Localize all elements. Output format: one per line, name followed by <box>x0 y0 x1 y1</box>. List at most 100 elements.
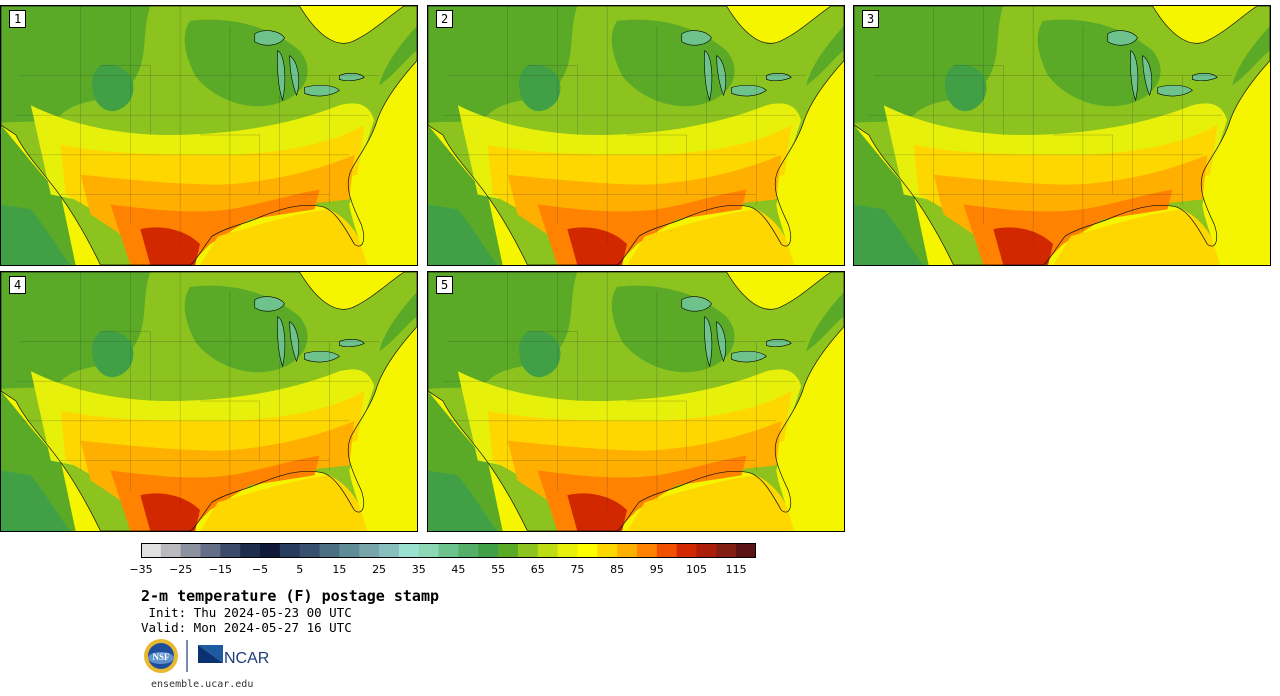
colorbar-swatch <box>736 543 756 558</box>
colorbar-tick-label: 85 <box>610 563 625 576</box>
colorbar-swatch <box>478 543 499 558</box>
state-border <box>527 65 578 136</box>
lake <box>339 339 365 348</box>
temperature-region <box>627 209 797 265</box>
lake <box>304 350 340 363</box>
colorbar-swatch <box>636 543 658 558</box>
state-border <box>1053 134 1113 195</box>
colorbar-swatch <box>517 543 539 558</box>
lake <box>731 350 767 363</box>
lake <box>1192 73 1218 82</box>
temperature-region <box>428 204 498 265</box>
temperature-region <box>776 90 844 265</box>
temperature-region <box>627 475 797 531</box>
lake <box>681 30 712 46</box>
colorbar-tick-label: −15 <box>208 563 232 576</box>
temperature-region <box>1202 90 1270 265</box>
website-url: ensemble.ucar.edu <box>151 679 254 690</box>
temperature-region <box>349 90 417 265</box>
panel-label-4: 4 <box>9 276 27 294</box>
nsf-logo-text: NSF <box>152 652 170 662</box>
temperature-region <box>428 470 498 531</box>
temperature-region <box>1 204 71 265</box>
lake <box>339 73 365 82</box>
lake <box>731 84 767 97</box>
map-panel-4: 4 <box>0 271 418 532</box>
colorbar-swatch <box>656 543 678 558</box>
panel-label-5: 5 <box>436 276 454 294</box>
colorbar-swatch <box>617 543 638 558</box>
colorbar <box>141 543 756 558</box>
temperature-region <box>91 64 134 112</box>
colorbar-swatch <box>597 543 618 558</box>
temperature-region <box>776 356 844 531</box>
colorbar-swatch <box>676 543 697 558</box>
state-border <box>100 331 151 402</box>
lake <box>1157 84 1193 97</box>
colorbar-swatch <box>498 543 519 558</box>
temperature-region <box>854 204 924 265</box>
colorbar-swatch <box>220 543 241 558</box>
lake <box>766 73 792 82</box>
coastline <box>1 6 417 265</box>
state-border <box>200 400 260 461</box>
colorbar-tick-label: 15 <box>332 563 347 576</box>
valid-time: Valid: Mon 2024-05-27 16 UTC <box>141 620 352 635</box>
temperature-region <box>944 64 987 112</box>
colorbar-swatch <box>716 543 737 558</box>
colorbar-tick-label: −35 <box>129 563 153 576</box>
colorbar-swatch <box>299 543 321 558</box>
colorbar-swatch <box>200 543 221 558</box>
logos: NSF NCAR <box>144 639 269 673</box>
ncar-logo-text: NCAR <box>224 650 269 667</box>
map-panel-2: 2 <box>427 5 845 266</box>
colorbar-swatch <box>160 543 182 558</box>
colorbar-swatch <box>141 543 162 558</box>
nsf-logo: NSF <box>144 639 178 673</box>
temperature-region <box>806 291 844 352</box>
colorbar-swatch <box>180 543 202 558</box>
panel-label-1: 1 <box>9 10 27 28</box>
map-image-3 <box>854 6 1270 265</box>
lake <box>766 339 792 348</box>
coastline <box>428 272 844 531</box>
lake <box>254 30 285 46</box>
colorbar-swatch <box>398 543 420 558</box>
colorbar-tick-label: 45 <box>451 563 466 576</box>
colorbar-swatch <box>279 543 301 558</box>
init-time: Init: Thu 2024-05-23 00 UTC <box>141 605 352 620</box>
temperature-region <box>567 493 628 531</box>
map-title: 2-m temperature (F) postage stamp <box>141 587 440 605</box>
temperature-region <box>567 227 628 265</box>
state-border <box>627 134 687 195</box>
temperature-region <box>200 209 370 265</box>
temperature-region <box>518 330 561 378</box>
colorbar-tick-label: 75 <box>570 563 585 576</box>
colorbar-tick-label: 65 <box>530 563 545 576</box>
coastline <box>428 6 844 265</box>
state-border <box>953 65 1004 136</box>
state-border <box>527 331 578 402</box>
temperature-region <box>379 25 417 86</box>
temperature-region <box>91 330 134 378</box>
colorbar-tick-label: 55 <box>491 563 506 576</box>
state-border <box>200 134 260 195</box>
map-image-5 <box>428 272 844 531</box>
lake <box>1107 30 1138 46</box>
colorbar-tick-label: 95 <box>649 563 664 576</box>
ncar-logo: NCAR <box>198 645 269 667</box>
map-panel-5: 5 <box>427 271 845 532</box>
temperature-region <box>518 64 561 112</box>
colorbar-swatch <box>458 543 479 558</box>
panel-label-3: 3 <box>862 10 880 28</box>
colorbar-swatch <box>339 543 360 558</box>
colorbar-tick-label: 115 <box>725 563 747 576</box>
temperature-region <box>1 470 71 531</box>
colorbar-swatch <box>319 543 340 558</box>
colorbar-tick-label: 105 <box>685 563 707 576</box>
colorbar-tick-label: −5 <box>251 563 269 576</box>
colorbar-swatch <box>537 543 559 558</box>
map-image-4 <box>1 272 417 531</box>
coastline <box>854 6 1270 265</box>
colorbar-tick-label: 25 <box>372 563 387 576</box>
